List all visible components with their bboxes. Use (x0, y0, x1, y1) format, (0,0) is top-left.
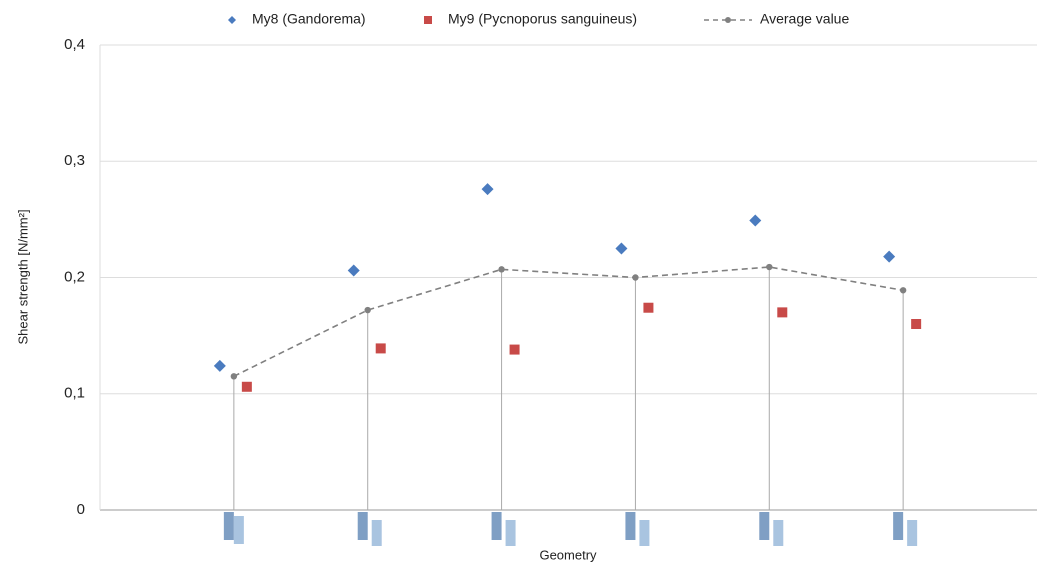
x-axis-title: Geometry (539, 547, 597, 562)
icon-block (358, 512, 368, 540)
legend-marker (228, 16, 236, 24)
geometry-icon (224, 512, 244, 544)
average-point (632, 274, 638, 280)
diamond-point (749, 215, 761, 227)
diamond-point (348, 265, 360, 277)
diamond-point (482, 183, 494, 195)
y-tick-label: 0,3 (64, 152, 85, 169)
icon-block (224, 512, 234, 540)
geometry-icon (492, 512, 516, 546)
legend-label: My8 (Gandorema) (252, 11, 366, 27)
chart: Geometry Shear strength [N/mm²] 0 0,1 0,2 0… (0, 0, 1043, 565)
average-line (234, 267, 903, 376)
icon-block (639, 520, 649, 546)
icon-block (625, 512, 635, 540)
legend-label: Average value (760, 11, 849, 27)
icon-block (372, 520, 382, 546)
icon-block (234, 516, 244, 544)
y-tick-label: 0,4 (64, 36, 85, 53)
legend-marker (424, 16, 432, 24)
geometry-icon (893, 512, 917, 546)
average-point (231, 373, 237, 379)
average-point (900, 287, 906, 293)
average-point (365, 307, 371, 313)
y-tick-label: 0,2 (64, 268, 85, 285)
diamond-point (615, 242, 627, 254)
square-point (510, 345, 520, 355)
square-point (376, 343, 386, 353)
square-point (911, 319, 921, 329)
geometry-icon (358, 512, 382, 546)
icon-block (893, 512, 903, 540)
icon-block (492, 512, 502, 540)
y-tick-label: 0 (77, 501, 85, 518)
average-point (766, 264, 772, 270)
diamond-point (214, 360, 226, 372)
geometry-icon (759, 512, 783, 546)
icon-block (773, 520, 783, 546)
diamond-point (883, 251, 895, 263)
square-point (777, 307, 787, 317)
square-point (242, 382, 252, 392)
geometry-icon (625, 512, 649, 546)
average-point (498, 266, 504, 272)
icon-block (907, 520, 917, 546)
legend-label: My9 (Pycnoporus sanguineus) (448, 11, 637, 27)
y-axis-title: Shear strength [N/mm²] (15, 209, 30, 344)
square-point (643, 303, 653, 313)
legend-marker (725, 17, 731, 23)
icon-block (759, 512, 769, 540)
icon-block (506, 520, 516, 546)
y-tick-label: 0,1 (64, 385, 85, 402)
